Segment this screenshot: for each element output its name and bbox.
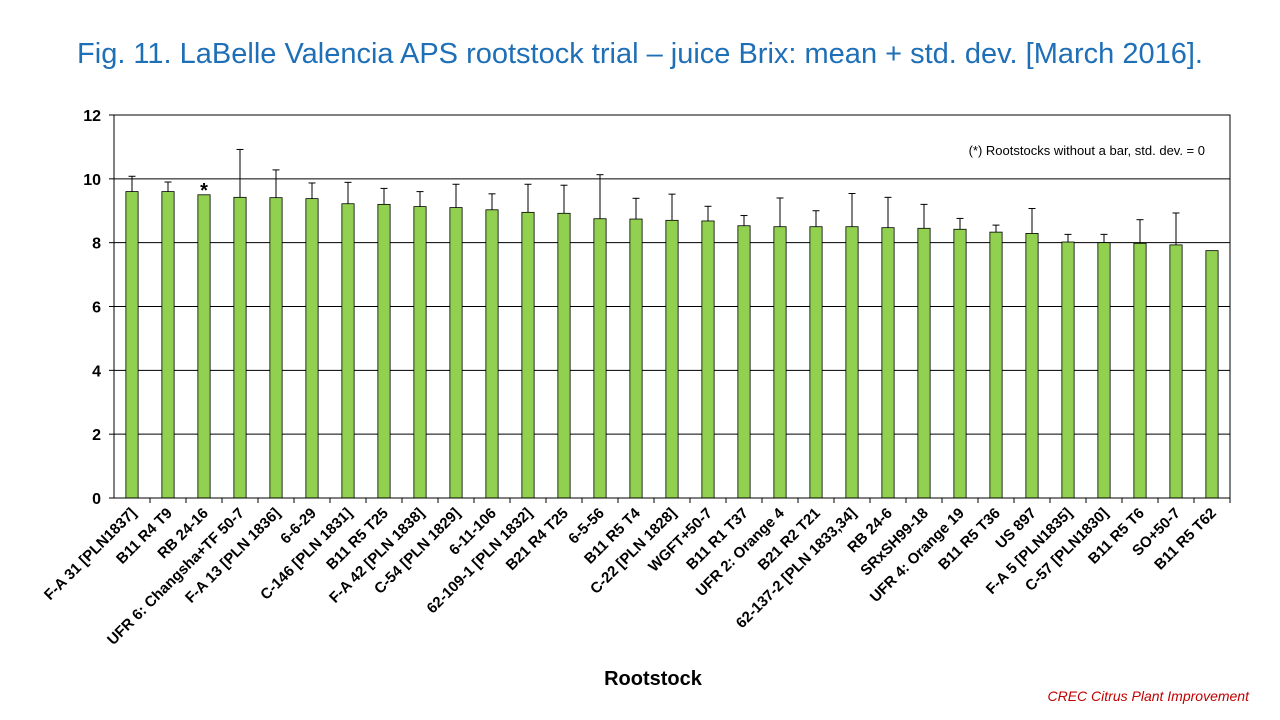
annotations: * (200, 180, 208, 202)
y-tick-label: 8 (92, 236, 101, 253)
bar (1205, 250, 1219, 499)
error-bars (128, 148, 1180, 245)
bars (125, 191, 1219, 499)
bar (1133, 242, 1147, 499)
bar (521, 211, 535, 499)
y-tick-label: 12 (83, 108, 101, 125)
bar (881, 227, 895, 499)
bar (1169, 244, 1183, 499)
bar (737, 225, 751, 499)
bar (629, 218, 643, 499)
chart-title: Fig. 11. LaBelle Valencia APS rootstock … (77, 38, 1203, 70)
std-dev-note: (*) Rootstocks without a bar, std. dev. … (969, 143, 1205, 158)
bar (665, 219, 679, 499)
bar (953, 228, 967, 499)
bar (845, 226, 859, 499)
y-tick-label: 2 (92, 427, 101, 444)
x-axis-title: Rootstock (604, 668, 702, 690)
y-axis-ticks: 0 2 4 6 8 10 12 (83, 108, 114, 508)
bar (809, 226, 823, 499)
bar (1025, 233, 1039, 499)
credit-text: CREC Citrus Plant Improvement (1047, 688, 1249, 704)
bar (449, 207, 463, 499)
bar (773, 226, 787, 499)
bar (1097, 242, 1111, 499)
bar (917, 227, 931, 499)
bar (341, 203, 355, 499)
bar (305, 198, 319, 499)
y-tick-label: 4 (92, 363, 101, 380)
y-tick-label: 6 (92, 300, 101, 317)
bar (269, 197, 283, 499)
bar (233, 196, 247, 499)
bar (593, 218, 607, 499)
bar (197, 194, 211, 499)
bar (557, 212, 571, 499)
bar (377, 203, 391, 499)
bar (161, 191, 175, 499)
bar (701, 220, 715, 499)
y-tick-label: 0 (92, 491, 101, 508)
bar (485, 209, 499, 499)
bar (413, 206, 427, 499)
bar (989, 231, 1003, 499)
bar (1061, 241, 1075, 499)
asterisk-annotation: * (200, 180, 208, 202)
y-tick-label: 10 (83, 172, 101, 189)
bar (125, 191, 139, 499)
